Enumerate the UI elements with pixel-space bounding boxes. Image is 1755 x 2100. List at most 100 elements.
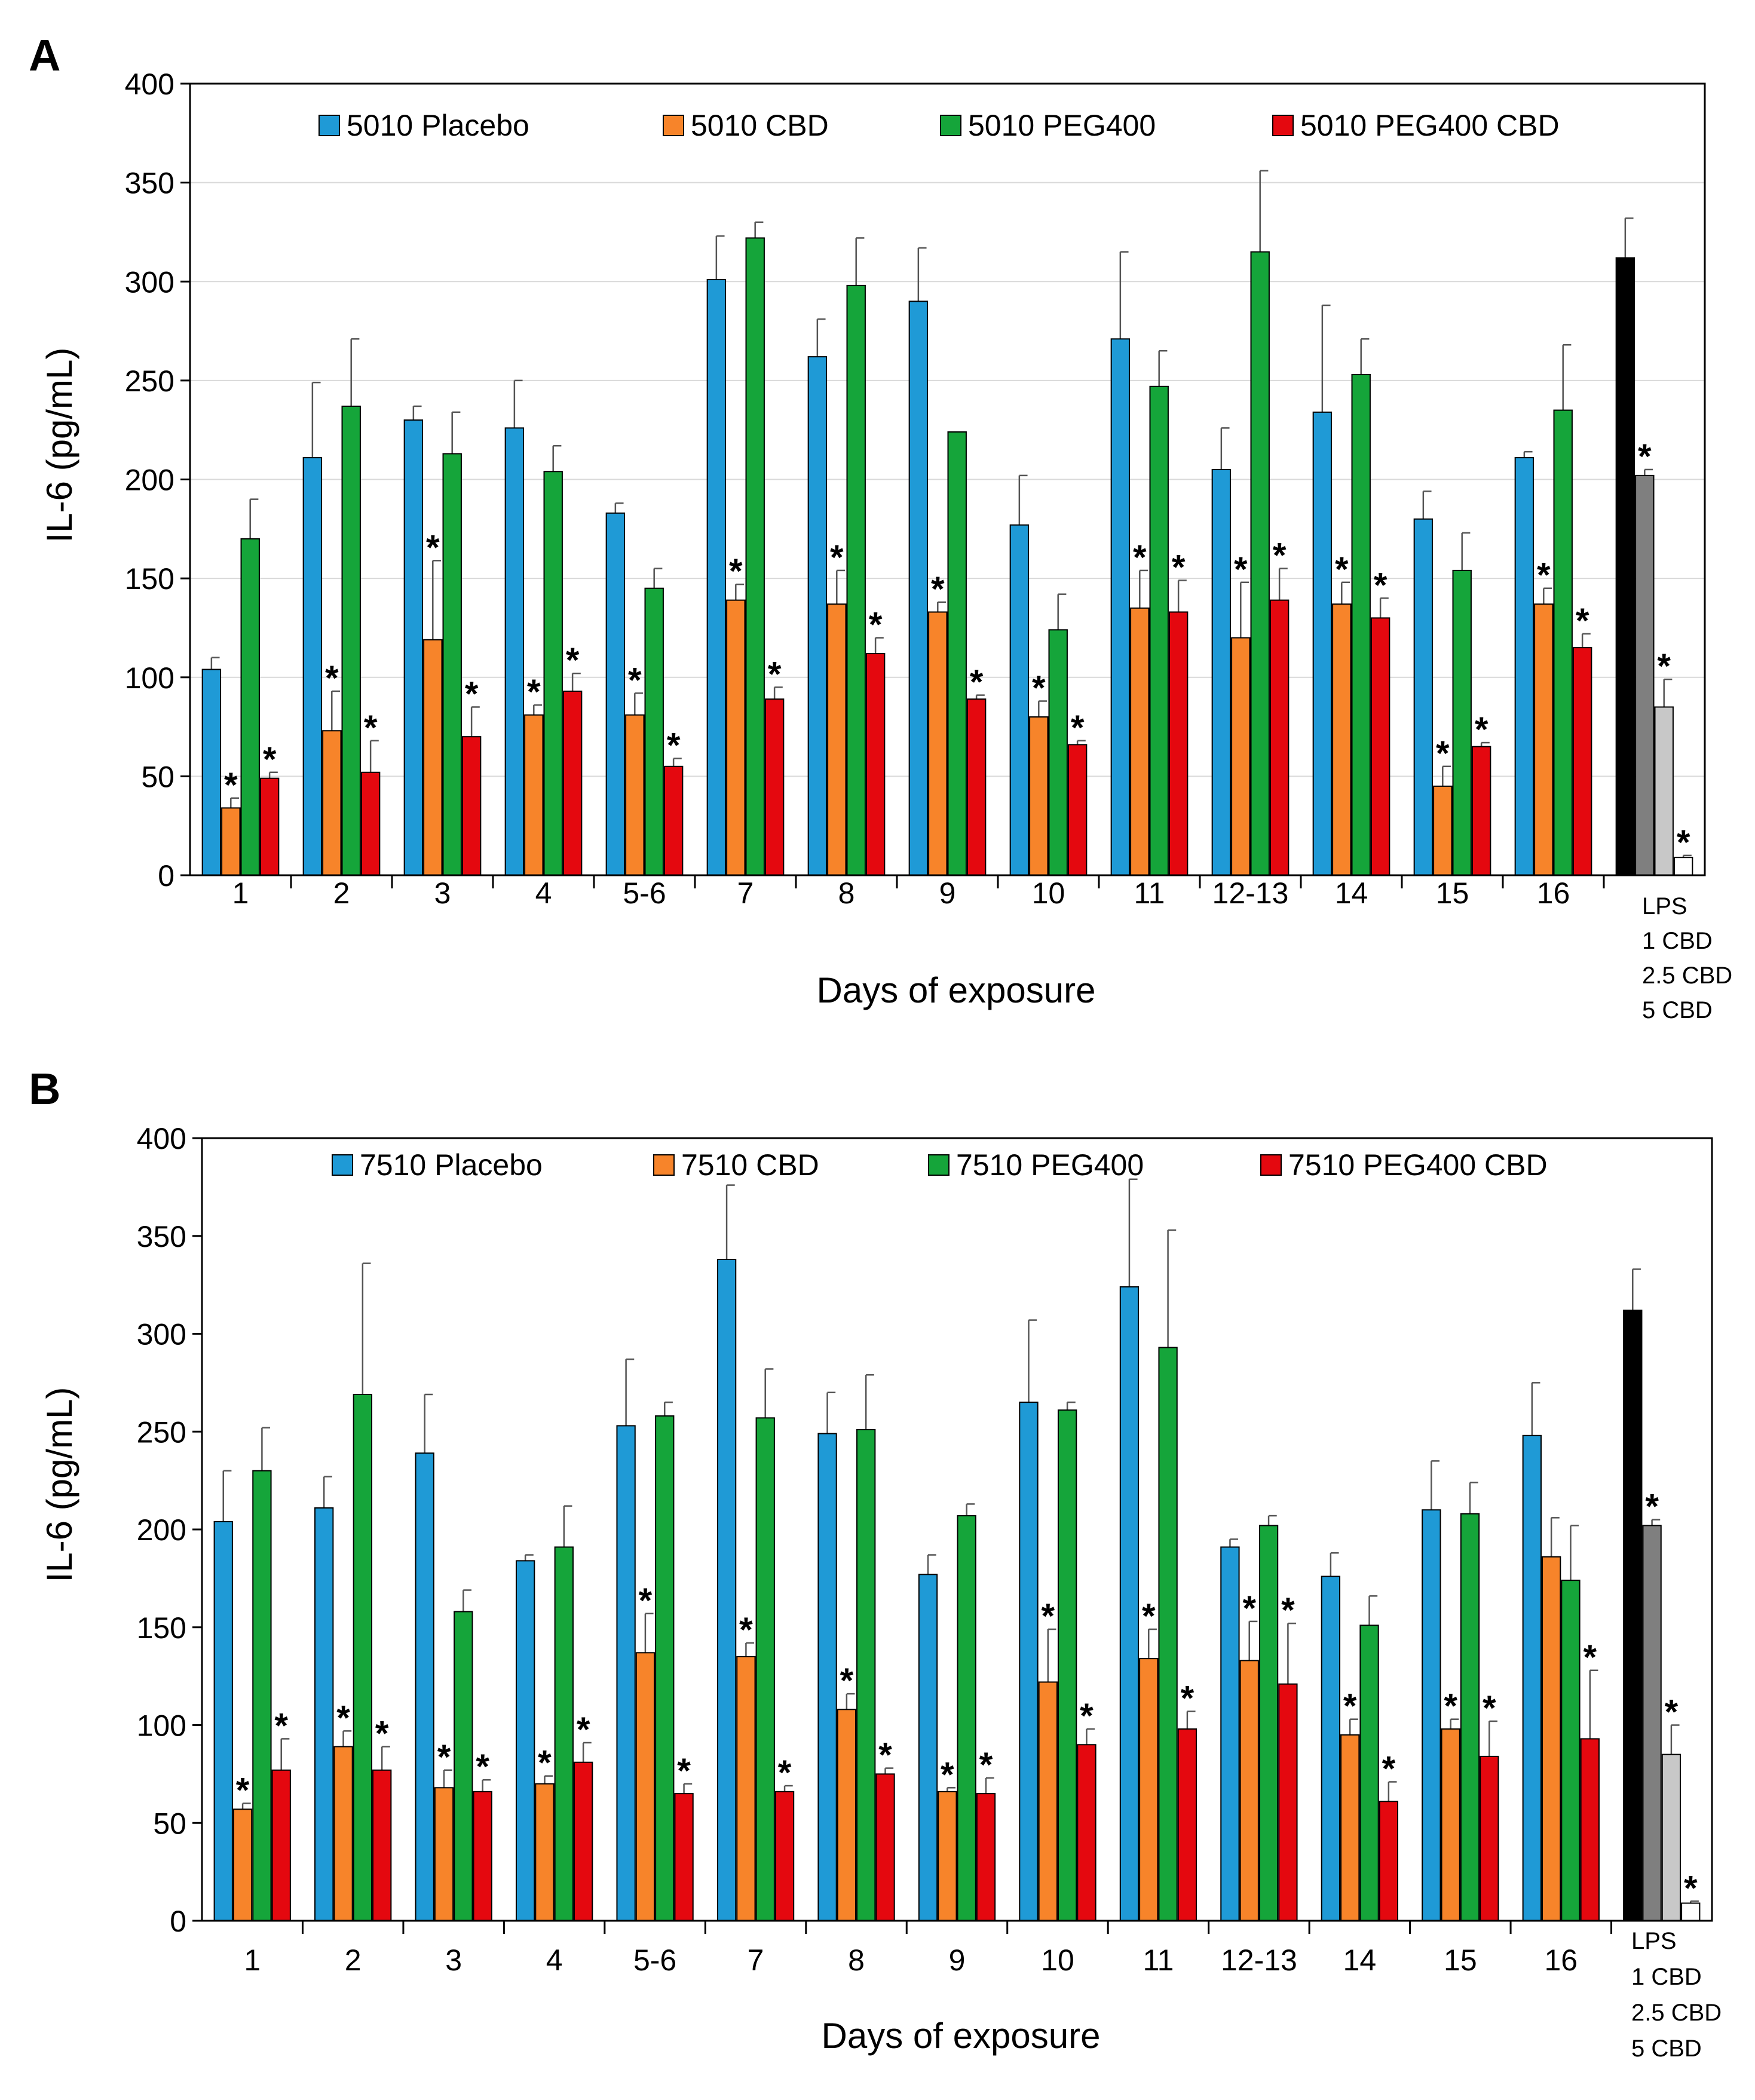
significance-marker: * xyxy=(931,570,945,609)
bar-placebo xyxy=(1522,1434,1542,1922)
legend-swatch-peg400 xyxy=(940,115,961,136)
bar-cbd xyxy=(1534,603,1554,876)
bar-peg400-cbd xyxy=(966,698,987,876)
y-tick-label: 200 xyxy=(137,1513,186,1547)
legend-label: 5010 PEG400 CBD xyxy=(1300,109,1560,142)
bar-peg400-cbd xyxy=(1177,1728,1197,1922)
significance-marker: * xyxy=(941,1755,954,1794)
plot-frame xyxy=(189,82,1706,876)
control-label: LPS xyxy=(1642,893,1687,919)
significance-marker: * xyxy=(1444,1687,1457,1726)
x-tick-label: 8 xyxy=(848,1943,865,1977)
bar-placebo xyxy=(706,278,727,876)
x-tick-label: 12-13 xyxy=(1212,876,1289,910)
significance-marker: * xyxy=(1677,823,1690,862)
bar-cbd xyxy=(1029,716,1049,876)
significance-marker: * xyxy=(739,1611,753,1650)
y-axis-label-a: IL-6 (pg/mL) xyxy=(39,348,79,543)
significance-marker: * xyxy=(1483,1689,1496,1728)
bar-peg400-cbd xyxy=(1168,611,1189,876)
bar-cbd xyxy=(1332,603,1352,876)
bar-placebo xyxy=(1321,1575,1341,1922)
x-tick-label: 3 xyxy=(445,1943,462,1977)
significance-marker: * xyxy=(979,1746,993,1785)
bar-cbd xyxy=(726,599,746,876)
x-tick-label: 5-6 xyxy=(623,876,666,910)
legend-swatch-peg400-cbd xyxy=(1272,115,1294,136)
bar-placebo xyxy=(1220,1546,1240,1922)
legend-b: 7510 Placebo 7510 CBD 7510 PEG400 7510 PEG4… xyxy=(332,1148,1548,1182)
bar-control-cbd1 xyxy=(1635,474,1655,876)
y-tick-label: 0 xyxy=(158,859,174,893)
bar-placebo xyxy=(1019,1402,1039,1921)
bar-peg400 xyxy=(1553,409,1573,876)
bar-placebo xyxy=(817,1433,837,1921)
bar-peg400-cbd xyxy=(1067,744,1088,876)
bar-peg400 xyxy=(1561,1580,1581,1921)
bar-placebo xyxy=(616,1425,636,1922)
bar-peg400-cbd xyxy=(865,653,886,876)
bar-cbd xyxy=(1340,1734,1360,1921)
bar-placebo xyxy=(1422,1509,1441,1921)
significance-marker: * xyxy=(1335,550,1349,589)
control-label: 2.5 CBD xyxy=(1642,962,1732,989)
bar-peg400 xyxy=(543,471,563,876)
legend-swatch-placebo xyxy=(332,1154,353,1176)
significance-marker: * xyxy=(1133,538,1147,577)
significance-marker: * xyxy=(1181,1679,1194,1718)
significance-marker: * xyxy=(1142,1597,1156,1636)
bar-peg400-cbd xyxy=(372,1769,392,1921)
significance-marker: * xyxy=(263,740,277,779)
panel-label-b: B xyxy=(29,1064,60,1114)
bar-peg400-cbd xyxy=(1370,617,1390,876)
significance-marker: * xyxy=(476,1748,489,1786)
y-tick-label: 300 xyxy=(137,1318,186,1351)
bar-peg400-cbd xyxy=(271,1769,291,1921)
y-tick-label: 150 xyxy=(137,1611,186,1645)
y-tick-label: 250 xyxy=(137,1415,186,1449)
legend-label: 7510 CBD xyxy=(681,1148,819,1182)
y-axis-label-b: IL-6 (pg/mL) xyxy=(39,1387,79,1583)
significance-marker: * xyxy=(628,661,642,700)
bar-peg400 xyxy=(1149,385,1169,876)
x-tick-label: 16 xyxy=(1544,1943,1578,1977)
bar-cbd xyxy=(221,807,241,876)
x-tick-label: 12-13 xyxy=(1221,1943,1297,1977)
bar-placebo xyxy=(1211,468,1232,876)
bar-cbd xyxy=(827,603,847,876)
y-tick-label: 400 xyxy=(125,68,174,101)
significance-marker: * xyxy=(1273,537,1287,575)
significance-marker: * xyxy=(1281,1591,1295,1630)
bar-cbd xyxy=(1433,785,1453,876)
bar-peg400 xyxy=(856,1428,876,1922)
x-tick-label: 2 xyxy=(345,1943,362,1977)
bar-peg400 xyxy=(252,1470,272,1921)
legend-label: 5010 PEG400 xyxy=(968,109,1156,142)
bar-peg400 xyxy=(644,587,664,876)
x-tick-label: 1 xyxy=(244,1943,261,1977)
bar-placebo xyxy=(515,1560,535,1921)
significance-marker: * xyxy=(639,1581,653,1620)
significance-marker: * xyxy=(1172,548,1186,587)
bar-cbd xyxy=(1038,1681,1058,1921)
significance-marker: * xyxy=(1032,669,1046,708)
bar-placebo xyxy=(504,427,525,876)
bar-peg400 xyxy=(846,284,866,876)
significance-marker: * xyxy=(1645,1488,1659,1526)
x-tick-label: 5-6 xyxy=(633,1943,676,1977)
bar-placebo xyxy=(201,669,222,876)
x-tick-label: 14 xyxy=(1343,1943,1377,1977)
bar-cbd xyxy=(535,1783,555,1921)
legend-label: 5010 Placebo xyxy=(347,109,529,142)
bar-placebo xyxy=(415,1452,434,1921)
significance-marker: * xyxy=(375,1715,389,1753)
significance-marker: * xyxy=(224,766,238,805)
x-tick-label: 1 xyxy=(232,876,249,910)
significance-marker: * xyxy=(577,1710,590,1749)
y-axis-ticks-b: 0 50 100 150 200 250 300 350 400 xyxy=(137,1122,202,1938)
bar-peg400-cbd xyxy=(259,777,280,876)
significance-marker: * xyxy=(869,606,883,645)
significance-marker: * xyxy=(677,1752,691,1791)
significance-marker: * xyxy=(1242,1589,1256,1628)
bar-cbd xyxy=(423,639,443,876)
